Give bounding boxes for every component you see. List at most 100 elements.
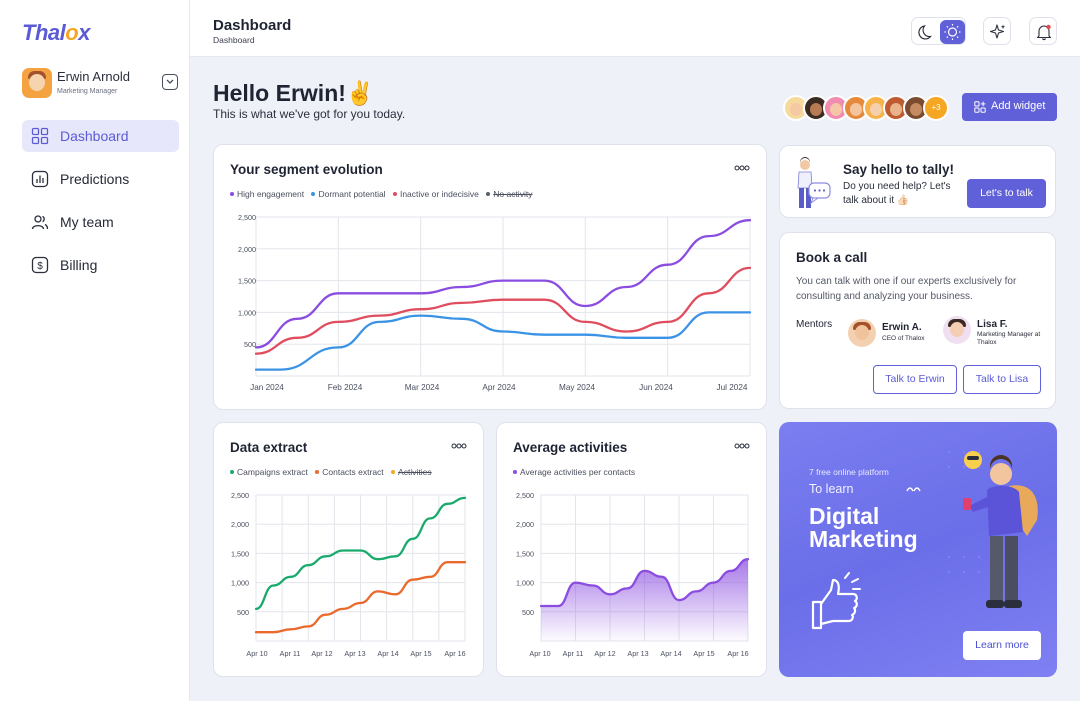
x-tick-label: Jun 2024 — [639, 383, 673, 392]
legend-item[interactable]: High engagement — [230, 189, 304, 199]
sidebar-nav: Dashboard Predictions My team $ Billing — [22, 120, 179, 292]
x-tick-label: Mar 2024 — [405, 383, 440, 392]
series-line-1[interactable] — [254, 311, 752, 371]
brand-logo[interactable]: Thalox — [22, 20, 90, 45]
grid-icon — [31, 127, 49, 145]
sun-icon[interactable] — [940, 20, 965, 44]
talk-to-lisa-button[interactable]: Talk to Lisa — [963, 365, 1041, 394]
y-tick-label: 2,000 — [238, 245, 256, 254]
thumbs-up-icon — [811, 572, 861, 630]
x-tick-label: Apr 16 — [444, 649, 465, 658]
sidebar-item-billing[interactable]: $ Billing — [22, 249, 179, 281]
legend-item[interactable]: Average activities per contacts — [513, 467, 635, 477]
assistant-illustration — [797, 157, 831, 208]
y-tick-label: 2,500 — [231, 491, 249, 500]
promo-banner: 7 free online platform To learn Digital … — [779, 422, 1057, 677]
notifications-button[interactable] — [1029, 17, 1057, 45]
legend-item[interactable]: No activity — [486, 189, 532, 199]
card-title: Your segment evolution — [230, 162, 383, 177]
x-tick-label: Apr 13 — [627, 649, 648, 658]
segment-evolution-card: Your segment evolution High engagement D… — [213, 144, 767, 410]
legend-dot — [392, 191, 397, 196]
chevron-down-icon[interactable] — [162, 74, 178, 90]
legend-dot — [311, 191, 316, 196]
y-tick-label: 500 — [522, 608, 534, 617]
more-options-icon[interactable] — [451, 443, 467, 449]
legend-item[interactable]: Activities — [391, 467, 432, 477]
series-area — [541, 559, 748, 641]
sidebar-item-predictions[interactable]: Predictions — [22, 163, 179, 195]
sidebar-item-label: Billing — [60, 257, 98, 273]
more-options-icon[interactable] — [734, 165, 750, 171]
lets-talk-button[interactable]: Let's to talk — [967, 179, 1046, 208]
series-line-0[interactable] — [254, 219, 752, 349]
series-line-1[interactable] — [254, 561, 467, 634]
x-tick-label: Apr 12 — [594, 649, 615, 658]
more-members-badge[interactable]: +3 — [923, 95, 949, 121]
legend-item[interactable]: Campaigns extract — [230, 467, 308, 477]
legend-dot — [486, 191, 491, 196]
x-tick-label: Apr 16 — [727, 649, 748, 658]
avatar — [848, 319, 876, 347]
chart-legend: Average activities per contacts — [513, 467, 640, 477]
book-call-card: Book a call You can talk with one if our… — [779, 232, 1056, 409]
y-tick-label: 2,000 — [516, 520, 534, 529]
sparkle-button[interactable] — [983, 17, 1011, 45]
tally-title: Say hello to tally! — [843, 162, 955, 177]
add-widget-button[interactable]: Add widget — [962, 93, 1057, 121]
x-tick-label: Apr 14 — [377, 649, 398, 658]
mentors-label: Mentors — [796, 319, 833, 330]
talk-to-erwin-button[interactable]: Talk to Erwin — [873, 365, 957, 394]
add-widget-label: Add widget — [991, 100, 1046, 112]
series-line-0[interactable] — [254, 496, 467, 611]
promo-headline: Digital Marketing — [809, 503, 918, 552]
sidebar-item-label: Dashboard — [60, 128, 129, 144]
y-tick-label: 500 — [237, 608, 249, 617]
legend-item[interactable]: Inactive or indecisive — [392, 189, 479, 199]
user-profile[interactable]: Erwin Arnold Marketing Manager — [22, 68, 180, 100]
x-tick-label: Apr 11 — [563, 649, 584, 658]
tally-card: Say hello to tally! Do you need help? Le… — [779, 145, 1056, 218]
y-tick-label: 500 — [244, 340, 256, 349]
theme-toggle[interactable] — [911, 17, 966, 45]
y-tick-label: 1,500 — [516, 549, 534, 558]
series-line-2[interactable] — [254, 266, 752, 355]
sidebar-item-my-team[interactable]: My team — [22, 206, 179, 238]
legend-dot — [315, 469, 320, 474]
sidebar-item-label: Predictions — [60, 171, 130, 187]
user-avatar — [22, 68, 52, 98]
y-tick-label: 2,500 — [516, 491, 534, 500]
card-title: Book a call — [796, 250, 868, 265]
legend-dot — [513, 469, 517, 474]
bell-icon — [1036, 24, 1052, 41]
card-title: Average activities — [513, 440, 628, 455]
more-options-icon[interactable] — [734, 443, 750, 449]
svg-text:$: $ — [37, 261, 43, 272]
y-tick-label: 2,500 — [238, 213, 256, 222]
avatar — [943, 316, 971, 344]
x-tick-label: Apr 12 — [311, 649, 332, 658]
y-tick-label: 1,500 — [238, 277, 256, 286]
x-tick-label: Apr 13 — [344, 649, 365, 658]
legend-item[interactable]: Contacts extract — [315, 467, 384, 477]
dollar-icon: $ — [31, 256, 49, 274]
user-name: Erwin Arnold — [57, 69, 130, 84]
average-activities-chart: 500 1,000 1,500 2,000 2,500 Apr 10 Apr 11 Apr 1… — [516, 491, 750, 658]
greeting-title: Hello Erwin!✌️ — [213, 80, 375, 106]
x-tick-label: Jan 2024 — [250, 383, 284, 392]
top-bar: Dashboard Dashboard — [190, 0, 1080, 57]
x-tick-label: Jul 2024 — [717, 383, 748, 392]
sidebar-item-label: My team — [60, 214, 114, 230]
sidebar-item-dashboard[interactable]: Dashboard — [22, 120, 179, 152]
series-line-0[interactable] — [539, 558, 750, 608]
y-tick-label: 1,000 — [231, 579, 249, 588]
mentor-name: Lisa F. — [977, 319, 1008, 330]
chart-grid — [255, 216, 751, 377]
segment-evolution-chart: 500 1,000 1,500 2,000 2,500 Jan 2024 Feb 2024 M… — [238, 213, 752, 392]
moon-icon[interactable] — [916, 21, 938, 43]
breadcrumb[interactable]: Dashboard — [213, 35, 255, 45]
legend-item[interactable]: Dormant potential — [311, 189, 386, 199]
learn-more-button[interactable]: Learn more — [963, 631, 1041, 660]
legend-dot — [230, 469, 234, 474]
users-icon — [31, 215, 49, 230]
